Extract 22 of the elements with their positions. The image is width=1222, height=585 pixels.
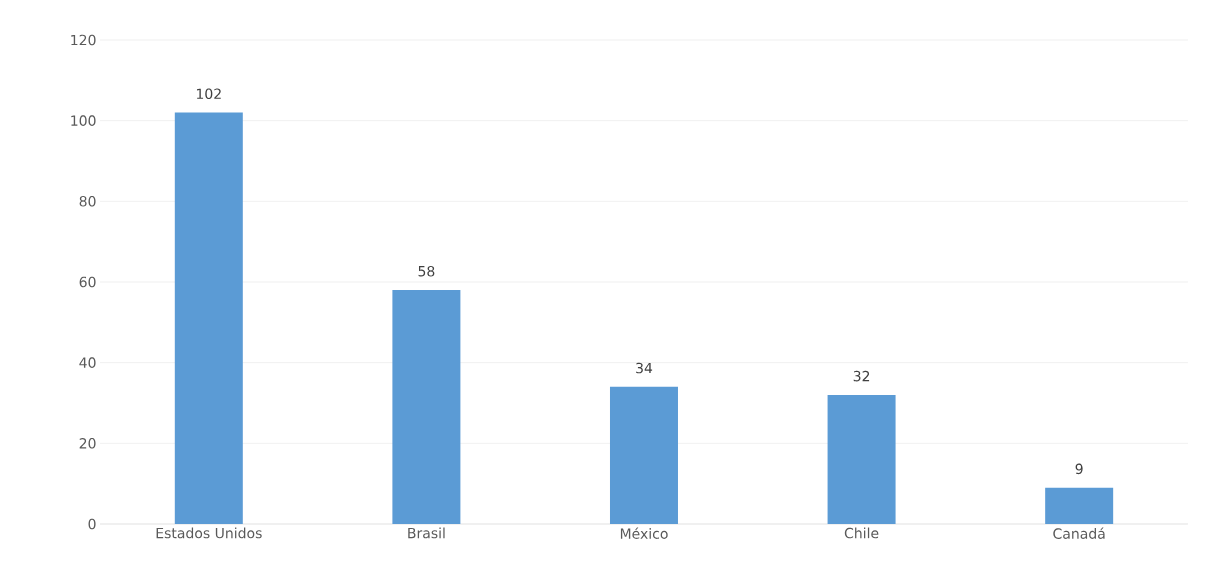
bar xyxy=(392,290,461,524)
data-label: 34 xyxy=(636,362,653,374)
y-tick-label: 20 xyxy=(79,438,96,449)
y-tick-label: 60 xyxy=(79,276,96,288)
y-tick-label: 0 xyxy=(88,518,96,530)
x-tick-label: Brasil xyxy=(408,527,445,539)
data-label: 102 xyxy=(196,88,221,100)
bar xyxy=(827,394,896,524)
y-tick-label: 120 xyxy=(71,34,96,46)
x-tick-label: Chile xyxy=(844,527,879,539)
y-tick-label: 80 xyxy=(79,196,96,207)
bar xyxy=(1045,487,1114,524)
data-label: 58 xyxy=(418,265,435,277)
x-tick-label: Canadá xyxy=(1053,527,1105,539)
x-tick-label: Estados Unidos xyxy=(156,527,262,539)
x-tick-label: México xyxy=(620,527,668,539)
bar xyxy=(174,112,243,524)
y-tick-label: 40 xyxy=(79,357,96,368)
data-label: 9 xyxy=(1075,463,1083,475)
data-label: 32 xyxy=(853,370,870,382)
y-tick-label: 100 xyxy=(71,115,96,126)
bar xyxy=(609,386,678,524)
